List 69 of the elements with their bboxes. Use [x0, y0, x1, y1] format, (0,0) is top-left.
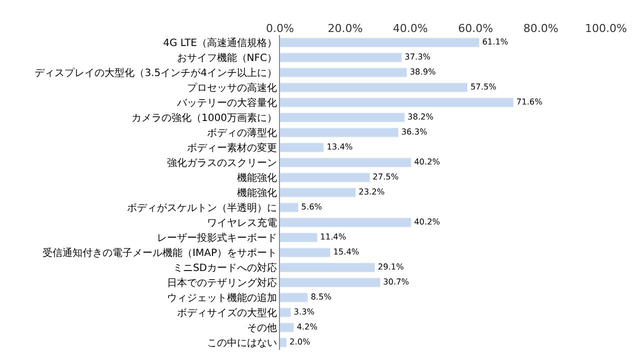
bar	[280, 232, 318, 242]
bar	[280, 308, 292, 318]
y-tick-label: 強化ガラスのスクリーン	[167, 157, 277, 169]
data-label: 15.4%	[333, 246, 360, 257]
y-tick-label: 4G LTE（高速通信規格）	[163, 37, 277, 49]
bar	[280, 202, 299, 212]
x-tick-label: 60.0%	[458, 22, 494, 35]
data-label: 37.3%	[404, 52, 431, 62]
x-tick-label: 20.0%	[328, 22, 363, 35]
bar	[280, 172, 370, 182]
data-label: 23.2%	[358, 186, 385, 197]
y-tick-label: ボディの薄型化	[207, 127, 277, 139]
data-label: 3.3%	[294, 306, 315, 317]
x-tick-label: 40.0%	[392, 22, 428, 35]
bar	[280, 38, 480, 48]
bar	[280, 248, 330, 258]
bar	[280, 128, 399, 138]
data-label: 57.5%	[470, 82, 497, 92]
data-label: 40.2%	[414, 216, 440, 227]
bar	[280, 52, 402, 62]
data-label: 38.9%	[410, 66, 436, 77]
y-tick-label: 機能強化	[237, 172, 277, 184]
bar	[280, 98, 514, 108]
data-label: 61.1%	[482, 36, 508, 47]
bar	[280, 188, 356, 198]
data-label: 4.2%	[296, 322, 318, 332]
y-tick-label: レーザー投影式キーボード	[157, 232, 277, 244]
y-tick-label: 機能強化	[237, 187, 277, 199]
bar	[280, 218, 412, 228]
data-label: 29.1%	[378, 262, 404, 272]
bar	[280, 338, 287, 348]
y-tick-label: ボディサイズの大型化	[177, 307, 277, 319]
data-label: 2.0%	[290, 336, 311, 347]
y-tick-label: この中にはない	[207, 337, 277, 349]
y-tick-label: ミニSDカードへの対応	[172, 262, 277, 274]
y-tick-label: 受信通知付きの電子メール機能（IMAP）をサポート	[42, 247, 277, 259]
bar	[280, 292, 308, 302]
y-tick-label: プロセッサの高速化	[187, 82, 277, 94]
bar	[280, 158, 412, 168]
y-tick-label: 日本でのテザリング対応	[167, 277, 277, 289]
y-tick-label: その他	[247, 322, 277, 334]
data-label: 13.4%	[326, 142, 353, 152]
bar	[280, 112, 405, 122]
data-label: 40.2%	[414, 156, 440, 167]
data-label: 30.7%	[383, 276, 410, 287]
x-tick-label: 80.0%	[523, 22, 558, 35]
data-label: 71.6%	[516, 96, 543, 107]
bar	[280, 278, 380, 288]
bar	[280, 142, 324, 152]
bar	[280, 68, 408, 78]
y-tick-label: ディスプレイの大型化（3.5インチが4インチ以上に）	[34, 67, 277, 79]
bar	[280, 82, 468, 92]
data-label: 11.4%	[320, 232, 346, 242]
y-tick-label: ウィジェット機能の追加	[167, 292, 277, 304]
data-label: 5.6%	[301, 202, 322, 212]
y-tick-label: カメラの強化（1000万画素に）	[132, 112, 277, 124]
data-label: 8.5%	[310, 292, 332, 302]
y-tick-label: おサイフ機能（NFC）	[176, 52, 277, 64]
x-tick-label: 100.0%	[585, 22, 627, 35]
y-tick-label: ワイヤレス充電	[207, 217, 277, 229]
data-label: 38.2%	[408, 112, 434, 122]
y-tick-label: ボディがスケルトン（半透明）に	[127, 202, 277, 214]
data-label: 27.5%	[372, 172, 399, 182]
bar	[280, 262, 376, 272]
y-tick-label: ボディー素材の変更	[187, 142, 277, 154]
bar	[280, 322, 294, 332]
x-tick-label: 0.0%	[266, 22, 294, 35]
y-tick-label: バッテリーの大容量化	[176, 97, 277, 109]
data-label: 36.3%	[401, 126, 428, 137]
